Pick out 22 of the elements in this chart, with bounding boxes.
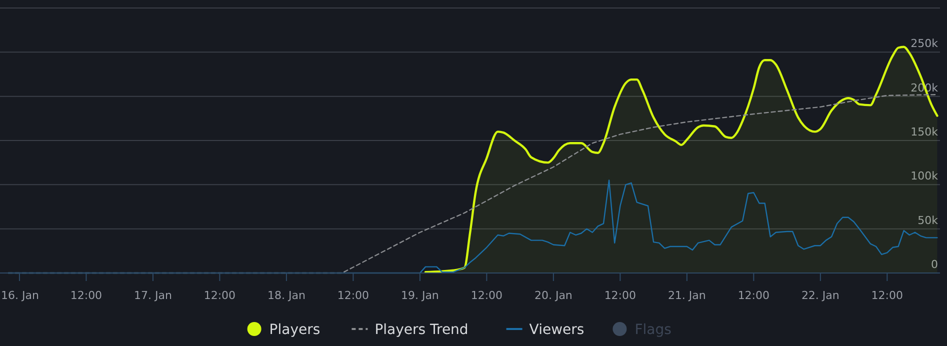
x-tick-label: 20. Jan <box>534 289 572 302</box>
y-tick-label: 250k <box>910 37 939 50</box>
x-tick-label: 12:00 <box>871 289 904 302</box>
x-tick-label: 12:00 <box>738 289 770 302</box>
legend-label: Players <box>269 322 320 338</box>
y-tick-label: 50k <box>918 214 939 227</box>
x-tick-label: 16. Jan <box>1 289 39 302</box>
x-tick-label: 12:00 <box>470 289 503 302</box>
x-tick-label: 17. Jan <box>134 289 172 302</box>
x-tick-label: 21. Jan <box>668 289 706 302</box>
x-tick-label: 22. Jan <box>801 289 840 302</box>
legend-label: Viewers <box>529 322 584 338</box>
y-tick-label: 100k <box>910 170 939 183</box>
x-tick-label: 12:00 <box>604 289 636 302</box>
x-tick-label: 12:00 <box>337 289 370 302</box>
y-tick-label: 0 <box>931 258 938 271</box>
x-tick-label: 12:00 <box>70 289 102 302</box>
x-tick-label: 19. Jan <box>400 289 439 302</box>
x-tick-label: 12:00 <box>204 289 236 302</box>
y-tick-label: 150k <box>910 126 939 138</box>
legend-label: Players Trend <box>374 322 468 338</box>
x-tick-label: 18. Jan <box>267 289 306 302</box>
